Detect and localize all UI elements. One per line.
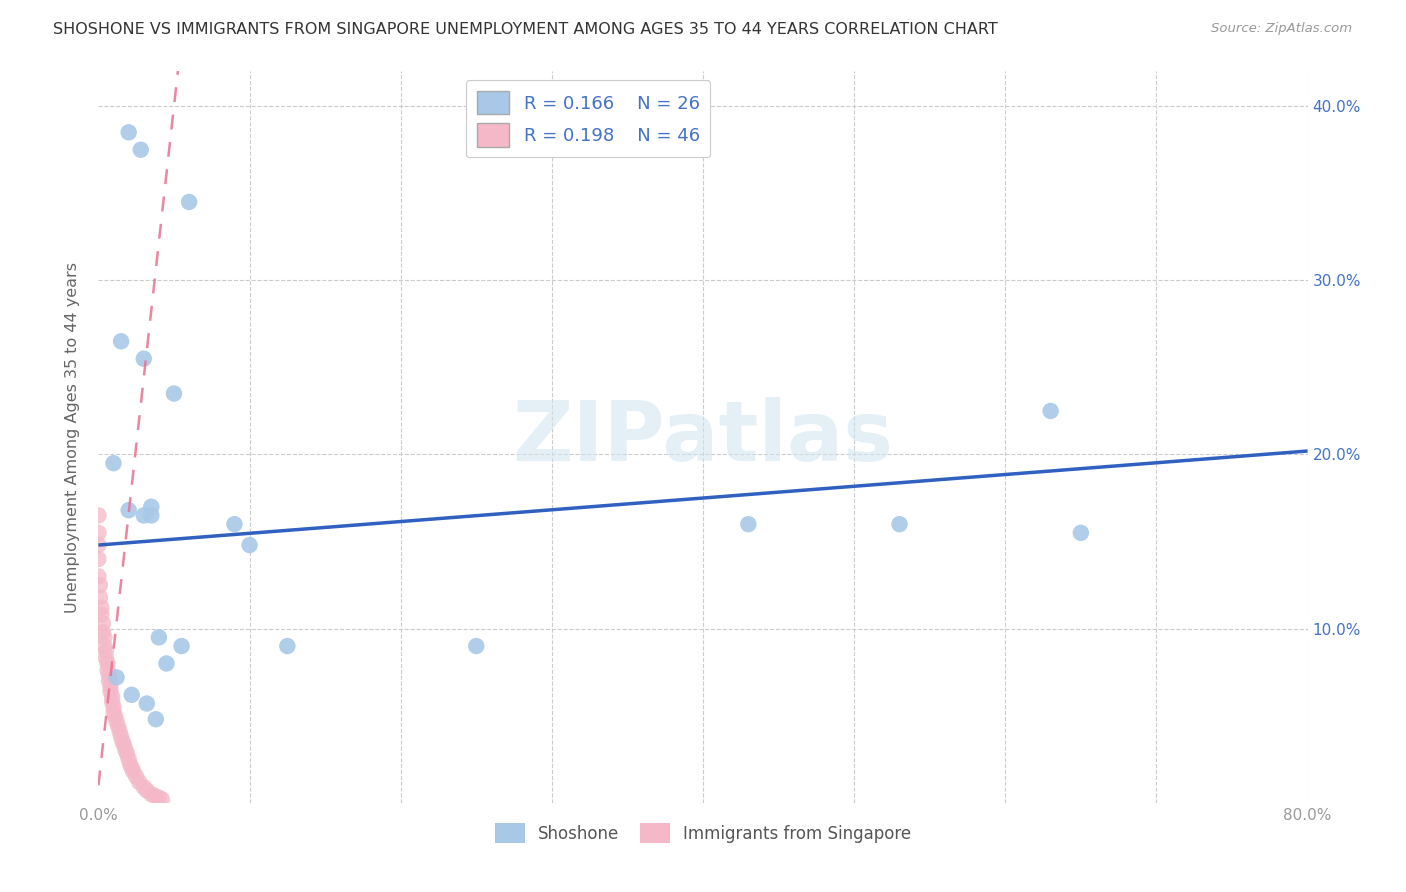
Point	[110, 730, 132, 744]
Point	[90, 600, 112, 615]
Point	[145, 712, 167, 726]
Point	[122, 764, 145, 779]
Point	[93, 631, 115, 645]
Point	[143, 789, 166, 803]
Point	[135, 783, 157, 797]
Point	[108, 724, 131, 739]
Point	[148, 631, 170, 645]
Point	[1070, 525, 1092, 540]
Point	[132, 351, 155, 366]
Point	[155, 657, 177, 671]
Point	[90, 607, 112, 622]
Point	[737, 517, 759, 532]
Point	[89, 578, 111, 592]
Point	[118, 125, 141, 139]
Point	[112, 739, 135, 753]
Point	[141, 508, 163, 523]
Point	[93, 639, 115, 653]
Point	[103, 705, 125, 719]
Point	[121, 761, 143, 775]
Point	[101, 695, 124, 709]
Point	[132, 508, 155, 523]
Point	[87, 508, 110, 523]
Point	[111, 735, 134, 749]
Point	[132, 780, 155, 794]
Point	[141, 787, 163, 801]
Point	[100, 684, 122, 698]
Point	[87, 538, 110, 552]
Point	[89, 591, 111, 605]
Point	[163, 386, 186, 401]
Point	[115, 747, 138, 761]
Point	[118, 503, 141, 517]
Legend: Shoshone, Immigrants from Singapore: Shoshone, Immigrants from Singapore	[488, 817, 918, 849]
Point	[150, 792, 173, 806]
Point	[87, 525, 110, 540]
Point	[179, 194, 201, 209]
Point	[98, 673, 121, 688]
Point	[465, 639, 488, 653]
Point	[107, 719, 129, 733]
Point	[141, 500, 163, 514]
Point	[101, 690, 124, 704]
Point	[103, 700, 125, 714]
Point	[239, 538, 262, 552]
Point	[114, 743, 136, 757]
Point	[1039, 404, 1062, 418]
Text: Source: ZipAtlas.com: Source: ZipAtlas.com	[1212, 22, 1353, 36]
Point	[96, 664, 118, 678]
Point	[125, 770, 148, 784]
Point	[889, 517, 911, 532]
Point	[104, 708, 127, 723]
Point	[118, 752, 141, 766]
Point	[100, 679, 122, 693]
Point	[276, 639, 298, 653]
Point	[170, 639, 193, 653]
Point	[91, 625, 114, 640]
Point	[94, 644, 117, 658]
Point	[98, 668, 121, 682]
Point	[105, 714, 128, 728]
Y-axis label: Unemployment Among Ages 35 to 44 years: Unemployment Among Ages 35 to 44 years	[65, 261, 80, 613]
Point	[135, 697, 157, 711]
Point	[105, 670, 128, 684]
Text: SHOSHONE VS IMMIGRANTS FROM SINGAPORE UNEMPLOYMENT AMONG AGES 35 TO 44 YEARS COR: SHOSHONE VS IMMIGRANTS FROM SINGAPORE UN…	[53, 22, 998, 37]
Point	[103, 456, 125, 470]
Point	[96, 657, 118, 671]
Point	[91, 616, 114, 631]
Point	[87, 552, 110, 566]
Point	[129, 143, 152, 157]
Point	[121, 688, 143, 702]
Text: ZIPatlas: ZIPatlas	[513, 397, 893, 477]
Point	[120, 757, 142, 772]
Point	[110, 334, 132, 349]
Point	[224, 517, 246, 532]
Point	[148, 790, 170, 805]
Point	[128, 775, 150, 789]
Point	[94, 651, 117, 665]
Point	[87, 569, 110, 583]
